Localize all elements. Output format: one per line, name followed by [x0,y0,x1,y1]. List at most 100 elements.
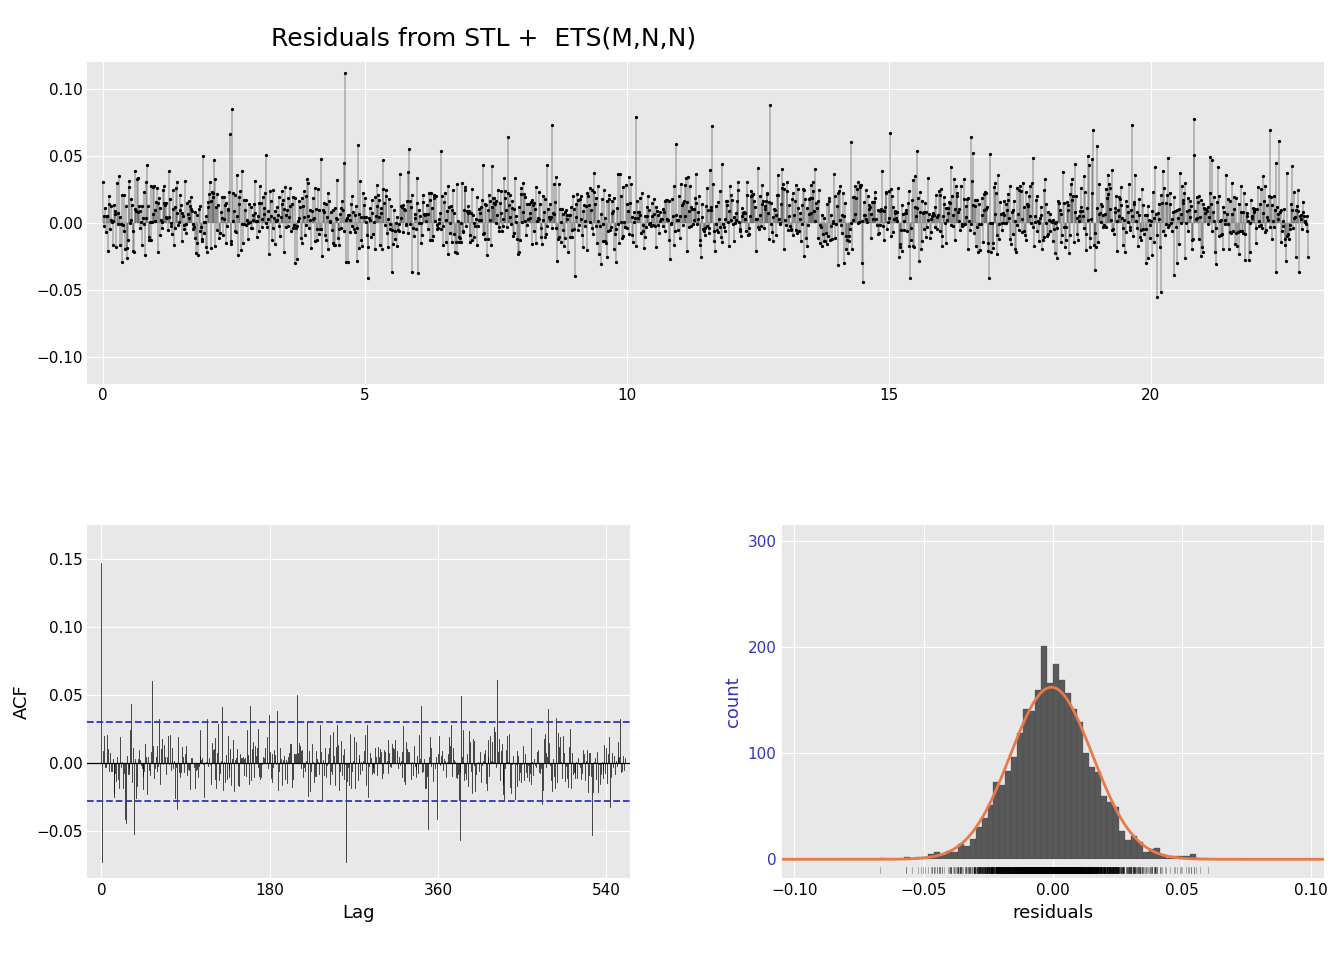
Point [761,224,782,239]
Point [1154,216,1176,231]
Point [913,204,934,220]
Point [208,230,230,246]
Point [429,215,450,230]
Point [1070,204,1091,219]
Point [829,212,851,228]
Point [633,223,655,238]
Point [445,244,466,259]
Point [1013,224,1035,239]
Point [388,216,410,231]
Bar [1064,693,1071,859]
Point [439,215,461,230]
Point [1120,220,1141,235]
Point [879,210,900,226]
Point [1118,215,1140,230]
Point [821,218,843,233]
Point [668,213,689,228]
Point [862,194,883,209]
Point [832,185,853,201]
Point [993,193,1015,208]
Point [786,200,808,215]
Point [598,191,620,206]
Point [1262,213,1284,228]
Point [321,223,343,238]
Point [362,193,383,208]
Point [341,188,363,204]
Point [1056,195,1078,210]
Point [500,216,521,231]
Point [550,202,571,217]
Point [831,226,852,241]
Point [1157,151,1179,166]
Point [878,183,899,199]
Point [1066,226,1087,241]
Point [1230,179,1251,194]
Point [1062,189,1083,204]
Point [235,192,257,207]
Point [711,234,732,250]
Bar [1202,858,1208,859]
Point [751,196,773,211]
Point [504,202,526,217]
Point [923,220,945,235]
Point [640,219,661,234]
Point [977,236,999,252]
Point [648,226,669,241]
Point [1288,182,1309,198]
Point [747,160,769,176]
Point [251,219,273,234]
Point [1060,171,1082,186]
Point [337,254,359,270]
Point [407,265,429,280]
Point [1227,238,1249,253]
Point [1253,193,1274,208]
Point [934,215,956,230]
Point [812,238,833,253]
Point [923,207,945,223]
Point [1183,147,1204,162]
Point [293,182,314,198]
Point [857,188,879,204]
Point [285,221,306,236]
Point [828,257,849,273]
Point [845,191,867,206]
Point [156,210,177,226]
Point [1109,208,1130,224]
Point [1110,180,1132,195]
Point [1279,196,1301,211]
Point [219,127,241,142]
Point [364,241,386,256]
Point [767,168,789,183]
Point [888,236,910,252]
Point [640,215,661,230]
Point [564,269,586,284]
Point [347,137,368,153]
Bar [976,828,981,859]
Point [210,204,231,220]
Point [192,233,214,249]
Point [324,237,345,252]
Point [917,220,938,235]
Point [628,204,649,219]
Point [1282,202,1304,217]
Point [405,222,426,237]
Point [456,218,477,233]
Point [637,208,659,224]
Point [786,225,808,240]
Point [745,211,766,227]
Point [875,185,896,201]
Point [900,221,922,236]
Point [448,214,469,229]
Point [567,222,589,237]
Point [1140,214,1161,229]
Point [782,227,804,242]
Point [339,212,360,228]
Point [169,203,191,218]
Point [1200,196,1222,211]
Point [1212,200,1234,215]
Point [263,237,285,252]
Point [1247,180,1269,195]
Point [1267,211,1289,227]
Point [1118,176,1140,191]
Point [699,162,720,178]
